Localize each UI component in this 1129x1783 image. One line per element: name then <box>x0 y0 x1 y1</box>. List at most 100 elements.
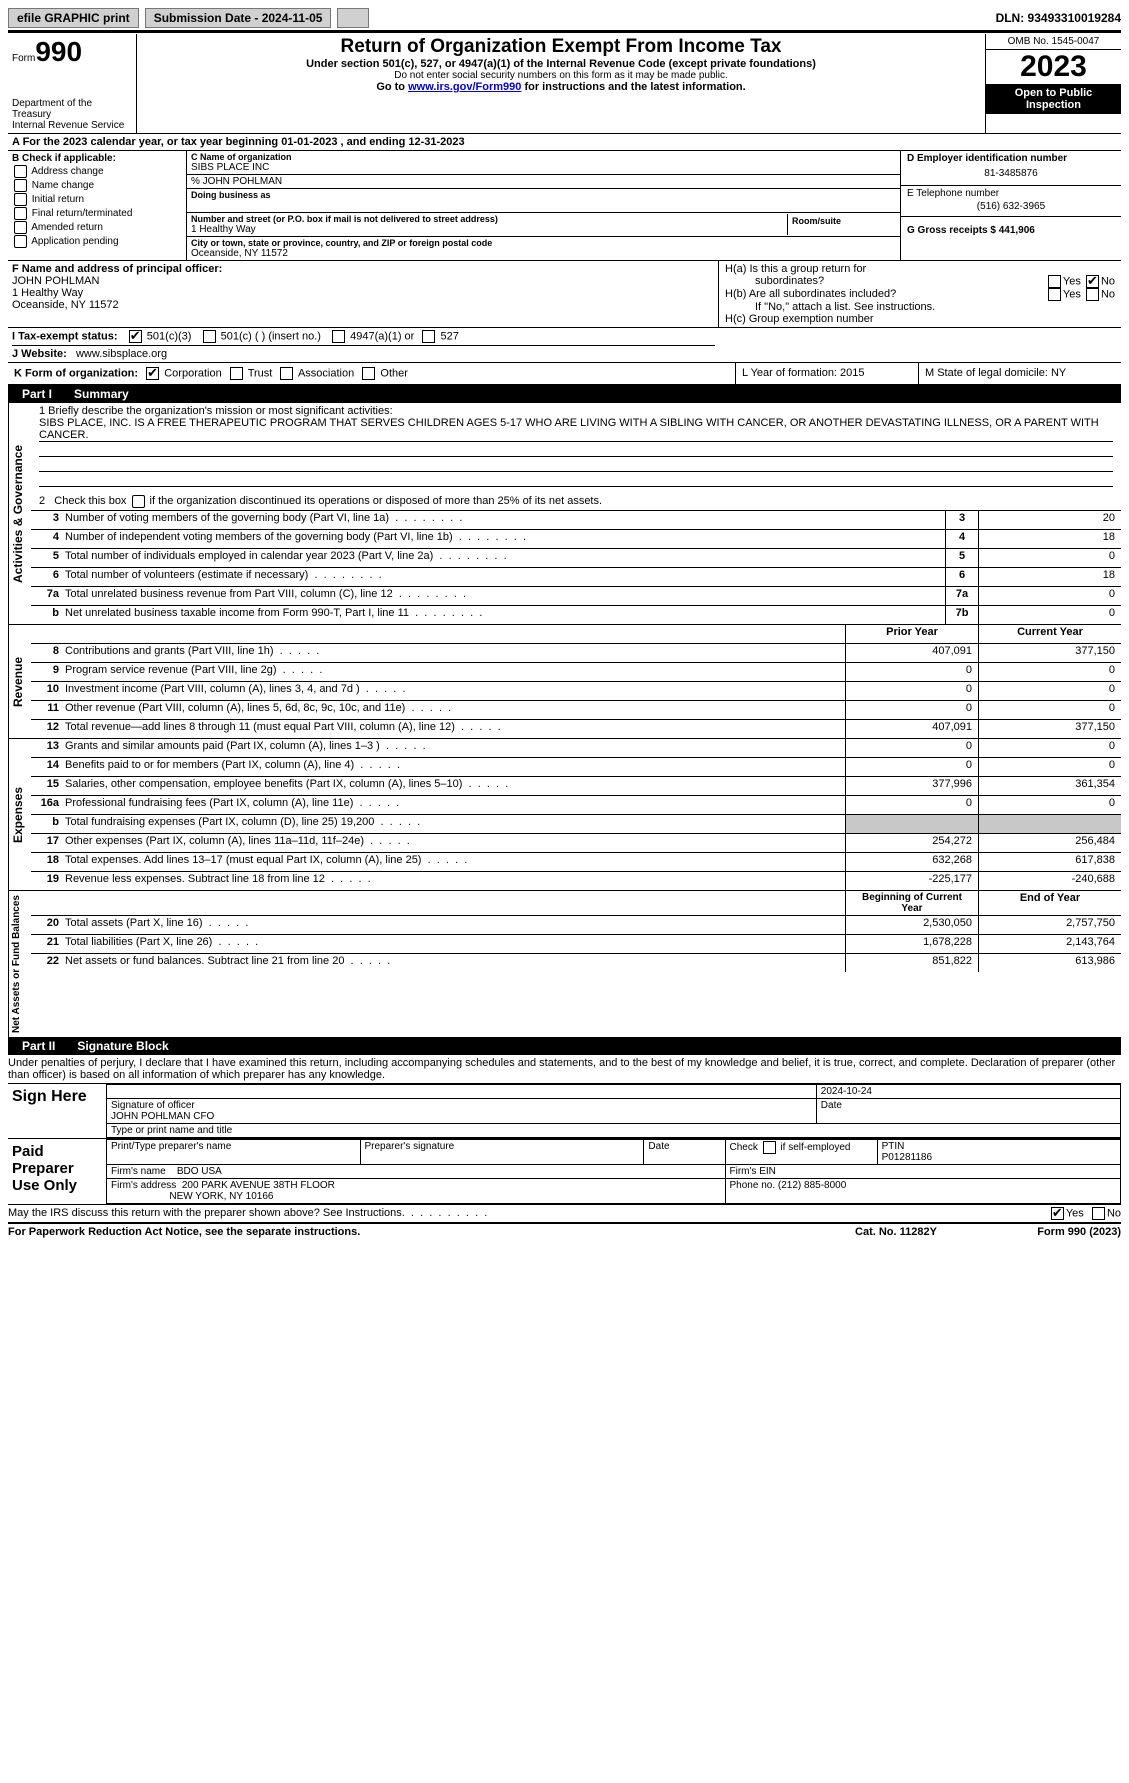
prior-value: 254,272 <box>845 834 978 852</box>
form-header: Form990 Department of the Treasury Inter… <box>8 34 1121 133</box>
check-final-return[interactable] <box>14 207 27 220</box>
f-street: 1 Healthy Way <box>12 287 714 299</box>
lbl-4947: 4947(a)(1) or <box>350 330 414 342</box>
line-2: 2 Check this box if the organization dis… <box>39 495 602 507</box>
mission-text: SIBS PLACE, INC. IS A FREE THERAPEUTIC P… <box>39 417 1113 442</box>
check-corp[interactable] <box>146 367 159 380</box>
line-num: 4 <box>31 530 61 548</box>
blank-button <box>337 8 368 28</box>
line-box: 6 <box>945 568 978 586</box>
current-value: 0 <box>978 682 1121 700</box>
info-grid: B Check if applicable: Address change Na… <box>8 150 1121 260</box>
activities-section: Activities & Governance 1 Briefly descri… <box>8 403 1121 624</box>
line-value: 18 <box>978 568 1121 586</box>
sig-officer-name: JOHN POHLMAN CFO <box>111 1111 812 1122</box>
line-num: 16a <box>31 796 61 814</box>
check-app-pending[interactable] <box>14 235 27 248</box>
check-initial-return[interactable] <box>14 193 27 206</box>
hb-no-lbl: No <box>1101 288 1115 300</box>
check-discontinued[interactable] <box>132 495 145 508</box>
line-row: 15 Salaries, other compensation, employe… <box>31 776 1121 795</box>
part-2-header: Part II Signature Block <box>8 1037 1121 1055</box>
line-row: 14 Benefits paid to or for members (Part… <box>31 757 1121 776</box>
f-city: Oceanside, NY 11572 <box>12 299 714 311</box>
line-desc: Revenue less expenses. Subtract line 18 … <box>61 872 845 890</box>
line-desc: Grants and similar amounts paid (Part IX… <box>61 739 845 757</box>
hb-yes-check[interactable] <box>1048 288 1061 301</box>
line-row: 21 Total liabilities (Part X, line 26) .… <box>31 934 1121 953</box>
current-value: 0 <box>978 663 1121 681</box>
line-desc: Number of independent voting members of … <box>61 530 945 548</box>
line-num: 21 <box>31 935 61 953</box>
street-label: Number and street (or P.O. box if mail i… <box>191 214 787 224</box>
line-desc: Professional fundraising fees (Part IX, … <box>61 796 845 814</box>
check-501c3[interactable] <box>129 330 142 343</box>
form-subtitle: Under section 501(c), 527, or 4947(a)(1)… <box>143 58 979 70</box>
inspect-1: Open to Public <box>988 87 1119 99</box>
line-desc: Salaries, other compensation, employee b… <box>61 777 845 795</box>
line-row: 16a Professional fundraising fees (Part … <box>31 795 1121 814</box>
irs-link[interactable]: www.irs.gov/Form990 <box>408 81 521 93</box>
line-desc: Total number of individuals employed in … <box>61 549 945 567</box>
hb-yes-lbl: Yes <box>1063 288 1081 300</box>
current-value: 0 <box>978 758 1121 776</box>
check-address-change[interactable] <box>14 165 27 178</box>
current-value <box>978 815 1121 833</box>
check-501c-other[interactable] <box>203 330 216 343</box>
footer: For Paperwork Reduction Act Notice, see … <box>8 1222 1121 1238</box>
line-row: 7a Total unrelated business revenue from… <box>31 586 1121 605</box>
check-name-change[interactable] <box>14 179 27 192</box>
hb-no-check[interactable] <box>1086 288 1099 301</box>
check-527[interactable] <box>422 330 435 343</box>
prior-value: 632,268 <box>845 853 978 871</box>
check-other[interactable] <box>362 367 375 380</box>
lbl-corp: Corporation <box>164 367 221 379</box>
lbl-other: Other <box>380 367 408 379</box>
line-desc: Total revenue—add lines 8 through 11 (mu… <box>61 720 845 738</box>
street-value: 1 Healthy Way <box>191 224 787 235</box>
line-row: 19 Revenue less expenses. Subtract line … <box>31 871 1121 890</box>
goto-pre: Go to <box>376 81 408 93</box>
efile-print-button[interactable]: efile GRAPHIC print <box>8 8 139 28</box>
omb-number: OMB No. 1545-0047 <box>986 34 1121 50</box>
check-trust[interactable] <box>230 367 243 380</box>
discuss-yes-lbl: Yes <box>1066 1207 1084 1219</box>
line-num: 14 <box>31 758 61 776</box>
current-value: 613,986 <box>978 954 1121 972</box>
check-self-employed[interactable] <box>763 1141 776 1154</box>
ha-yes-check[interactable] <box>1048 275 1061 288</box>
prior-value: -225,177 <box>845 872 978 890</box>
check-assoc[interactable] <box>280 367 293 380</box>
line-num: 22 <box>31 954 61 972</box>
expenses-label: Expenses <box>8 739 31 890</box>
ha-sub: subordinates? <box>725 275 824 288</box>
line-num: 9 <box>31 663 61 681</box>
part-2-tab: Part II <box>8 1037 69 1055</box>
ha-no-lbl: No <box>1101 275 1115 287</box>
check-4947[interactable] <box>332 330 345 343</box>
discuss-row: May the IRS discuss this return with the… <box>8 1204 1121 1222</box>
part-2-title: Signature Block <box>69 1037 176 1055</box>
lbl-final-return: Final return/terminated <box>32 208 133 219</box>
line-desc: Program service revenue (Part VIII, line… <box>61 663 845 681</box>
footer-right: Form 990 (2023) <box>971 1226 1121 1238</box>
ptin-value: P01281186 <box>882 1152 1116 1163</box>
current-value: 377,150 <box>978 644 1121 662</box>
sign-here-block: Sign Here 2024-10-24 Signature of office… <box>8 1083 1121 1138</box>
m-state-domicile: M State of legal domicile: NY <box>918 363 1121 384</box>
discuss-no-check[interactable] <box>1092 1207 1105 1220</box>
preparer-date-label: Date <box>644 1140 725 1165</box>
line-desc: Total unrelated business revenue from Pa… <box>61 587 945 605</box>
line-value: 18 <box>978 530 1121 548</box>
ha-no-check[interactable] <box>1086 275 1099 288</box>
room-label: Room/suite <box>792 216 892 226</box>
discuss-yes-check[interactable] <box>1051 1207 1064 1220</box>
i-label: I Tax-exempt status: <box>12 330 118 342</box>
check-amended[interactable] <box>14 221 27 234</box>
line-row: 10 Investment income (Part VIII, column … <box>31 681 1121 700</box>
paid-preparer-block: Paid Preparer Use Only Print/Type prepar… <box>8 1138 1121 1204</box>
line-row: b Net unrelated business taxable income … <box>31 605 1121 624</box>
line-desc: Benefits paid to or for members (Part IX… <box>61 758 845 776</box>
f-label: F Name and address of principal officer: <box>12 263 714 275</box>
line-desc: Other expenses (Part IX, column (A), lin… <box>61 834 845 852</box>
